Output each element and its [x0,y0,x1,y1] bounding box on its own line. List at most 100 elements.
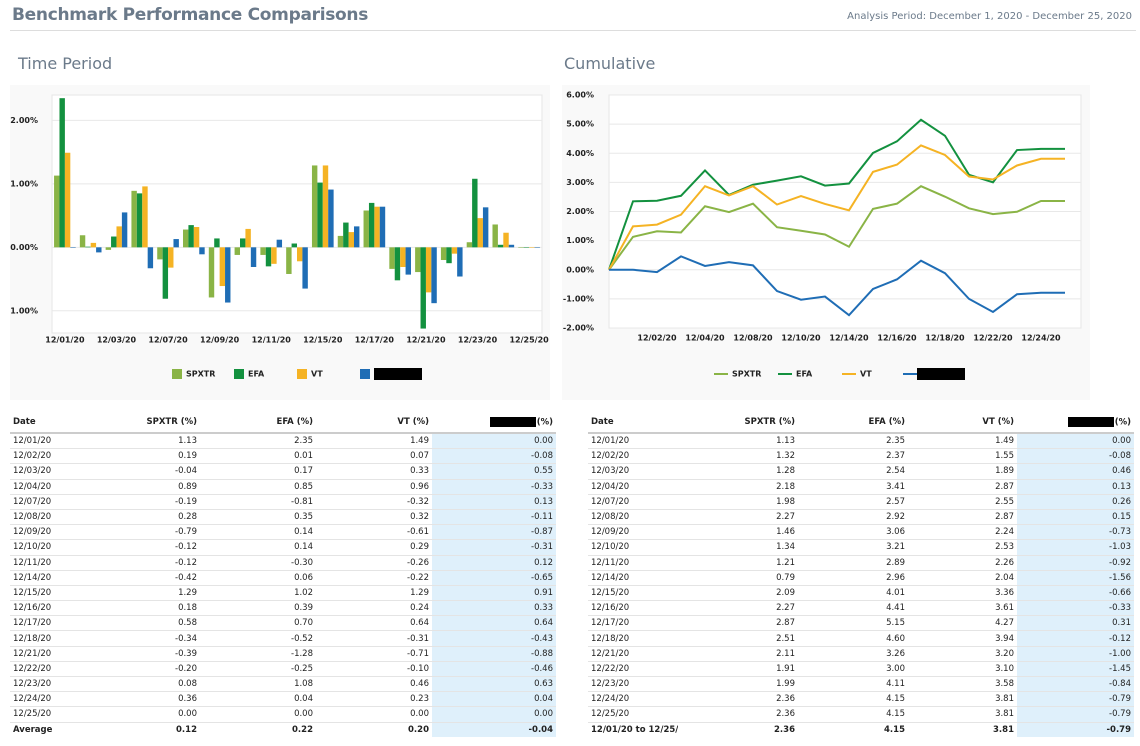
bar [343,222,349,248]
table-cell: 0.00 [200,706,316,723]
bar [157,247,163,260]
y-tick-label: 1.00% [566,236,594,245]
header-text: (%) [536,417,553,428]
table-cell: 12/25/20 [10,706,90,723]
legend-label: EFA [248,370,265,379]
bar [348,232,354,248]
divider [10,30,1136,31]
bar [394,247,401,281]
table-cell: 0.18 [90,600,200,617]
y-tick-label: 0.00% [10,243,38,252]
table-cell: 0.36 [90,691,200,708]
table-cell: 1.21 [678,555,798,571]
table-cell: 1.08 [200,676,316,693]
table-cell: 2.55 [908,494,1017,510]
table-cell: 2.24 [908,524,1017,541]
table-cell: 4.41 [798,600,908,617]
table-row: 12/10/20 -0.12 0.14 0.29 -0.31 [10,539,556,556]
legend-swatch [234,369,244,379]
table-row: 12/15/20 1.29 1.02 1.29 0.91 [10,585,556,602]
table-cell: 3.26 [798,646,908,662]
table-row: 12/17/20 0.58 0.70 0.64 0.64 [10,615,556,632]
table-row: 12/24/20 0.36 0.04 0.23 0.04 [10,691,556,708]
legend-label: SPXTR [732,370,761,379]
chart-title: Cumulative [564,54,656,73]
table-cell: -1.00 [1017,646,1134,662]
table-cell: -0.79 [1017,691,1134,708]
table-cell: 0.31 [1017,615,1134,632]
table-row: 12/23/20 0.08 1.08 0.46 0.63 [10,676,556,693]
legend-swatch [360,369,370,379]
table-cell: 2.11 [678,646,798,662]
table-row: 12/22/20 -0.20 -0.25 -0.10 -0.46 [10,661,556,678]
table-cell: 0.29 [316,539,432,556]
table-cell: -0.52 [200,630,316,647]
table-cell: 4.60 [798,630,908,647]
footer-cell: 2.36 [774,724,795,735]
bar [523,247,530,248]
table-cell: 0.01 [200,448,316,465]
x-tick-label: 12/03/20 [97,336,137,345]
table-cell: 12/15/20 [10,585,90,602]
table-row: 12/03/20 -0.04 0.17 0.33 0.55 [10,463,556,480]
redacted-label [917,368,965,380]
table-cell: -0.08 [432,448,556,465]
bar [250,247,257,267]
table-cell: 5.15 [798,615,908,632]
table-cell: 0.32 [316,509,432,526]
bar [111,236,117,248]
legend-swatch [297,369,307,379]
x-tick-label: 12/07/20 [148,336,188,345]
table-cell: 2.27 [678,509,798,526]
table-cell: 1.13 [678,433,798,450]
table-cell: 3.58 [908,676,1017,693]
table-cell: 0.23 [316,691,432,708]
bar [420,247,426,329]
table-cell: 1.29 [90,585,200,602]
table-cell: 2.92 [798,509,908,526]
table-cell: -0.79 [1017,706,1134,723]
bar [405,247,411,275]
table-row: 12/18/20 2.51 4.60 3.94 -0.12 [588,630,1134,647]
bar-chart: -1.00% 0.00% 1.00% 2.00% 12/01/20 12/03/20 12/… [10,85,550,400]
table-row: 12/11/20 1.21 2.89 2.26 -0.92 [588,555,1134,571]
column-header: (%) [1017,412,1134,434]
table-row: 12/10/20 1.34 3.21 2.53 -1.03 [588,539,1134,556]
table-cell: -0.88 [432,646,556,662]
table-cell: 0.46 [1017,463,1134,480]
bar [131,190,137,248]
table-cell: -0.39 [90,646,200,662]
bar [183,229,189,248]
bar [96,247,102,253]
table-cell: -1.03 [1017,539,1134,556]
table-cell: -0.22 [316,570,432,586]
table-cell: 2.87 [678,615,798,632]
table-cell: 12/18/20 [588,630,678,647]
header-row: Date SPXTR (%) EFA (%) VT (%) (%) [10,412,556,434]
table-row: 12/16/20 2.27 4.41 3.61 -0.33 [588,600,1134,617]
table-cell: 12/01/20 [588,433,678,450]
bar [302,247,308,289]
table-cell: 12/16/20 [10,600,90,617]
table-cell: -0.10 [316,661,432,678]
table-cell: 2.87 [908,479,1017,495]
bar [85,246,91,248]
y-tick-label: 4.00% [566,149,594,158]
header-text: SPXTR (%) [744,417,796,427]
table-row: 12/11/20 -0.12 -0.30 -0.26 0.12 [10,555,556,571]
analysis-period: Analysis Period: December 1, 2020 - Dece… [847,11,1132,22]
footer-cell: -0.79 [1017,722,1134,737]
table-cell: 3.81 [908,691,1017,708]
table-cell: 12/02/20 [588,448,678,465]
footer-cell: -0.04 [432,722,556,737]
table-row: 12/02/20 0.19 0.01 0.07 -0.08 [10,448,556,465]
bar [225,247,231,303]
line-series [608,118,1065,271]
table-cell: 12/03/20 [588,463,678,480]
table-cell: 0.58 [90,615,200,632]
bar [64,152,71,248]
header-row: Date SPXTR (%) EFA (%) VT (%) (%) [588,412,1134,434]
table-cell: 0.33 [316,463,432,480]
column-header: VT (%) [908,412,1017,434]
